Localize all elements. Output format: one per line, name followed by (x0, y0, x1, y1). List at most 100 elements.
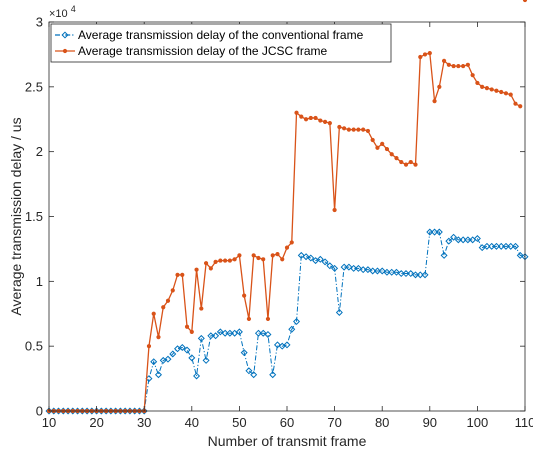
data-point (169, 350, 177, 358)
data-point (303, 117, 309, 122)
data-point (265, 316, 271, 322)
data-point (354, 264, 362, 272)
data-point (199, 306, 204, 311)
legend-label: Average transmission delay of the JCSC f… (78, 44, 328, 58)
data-point (502, 242, 510, 250)
data-point (456, 63, 461, 69)
x-tick-label: 30 (137, 415, 151, 430)
data-point (342, 126, 347, 131)
data-point (383, 268, 391, 276)
data-point (473, 235, 481, 243)
axes-box (48, 21, 526, 412)
data-point (416, 271, 424, 279)
data-point (364, 266, 372, 274)
data-point (197, 334, 205, 342)
data-point (408, 159, 413, 165)
data-point (511, 242, 519, 250)
y-tick-label: 3 (36, 15, 43, 30)
data-point (461, 63, 466, 69)
data-point (345, 263, 353, 271)
data-point (418, 54, 423, 60)
x-tick-label: 100 (467, 415, 489, 430)
data-point (269, 371, 277, 379)
data-point (202, 356, 210, 364)
legend-box (50, 23, 392, 63)
series-line (49, 231, 526, 412)
data-point (445, 237, 453, 245)
data-point (275, 252, 280, 257)
data-point (322, 119, 328, 124)
data-point (193, 372, 201, 380)
data-point (497, 242, 505, 250)
x-tick-label: 40 (185, 415, 199, 430)
y-axis-multiplier-base: ×10 (49, 8, 68, 20)
data-point (412, 271, 420, 279)
data-point (331, 264, 339, 272)
data-point (165, 298, 171, 303)
data-point (340, 263, 348, 271)
data-point (427, 51, 432, 56)
data-point (392, 268, 400, 276)
data-point (212, 332, 220, 340)
data-point (508, 92, 513, 97)
data-point (316, 255, 324, 263)
data-point (284, 245, 290, 250)
legend-entry: Average transmission delay of the conven… (55, 28, 364, 42)
data-point (483, 242, 491, 250)
data-point (161, 305, 166, 310)
data-point (359, 266, 367, 274)
data-point (431, 228, 439, 236)
data-point (223, 258, 228, 263)
data-point (402, 270, 410, 278)
data-point (489, 87, 494, 92)
data-point (332, 207, 337, 213)
data-point (184, 324, 190, 329)
data-point (293, 318, 301, 326)
data-point (261, 257, 266, 262)
y-axis-multiplier-exponent: 4 (71, 4, 76, 14)
data-point (318, 118, 323, 123)
data-point (356, 127, 361, 132)
data-point (245, 367, 253, 375)
data-point (280, 257, 285, 262)
x-tick-label: 80 (375, 415, 389, 430)
legend-label: Average transmission delay of the conven… (78, 28, 364, 42)
data-point (288, 325, 296, 333)
data-point (351, 127, 356, 132)
x-tick-label: 110 (515, 415, 533, 430)
x-tick-label: 10 (42, 415, 56, 430)
x-tick-label: 90 (423, 415, 437, 430)
data-point (237, 253, 242, 258)
data-point (273, 341, 281, 349)
data-point (213, 259, 218, 264)
data-point (150, 358, 158, 366)
data-point (246, 316, 252, 322)
data-point (242, 293, 247, 298)
x-tick-label: 50 (232, 415, 246, 430)
data-point (475, 80, 480, 86)
data-point (407, 270, 415, 278)
data-point (256, 255, 261, 261)
y-axis-title: Average transmission delay / us (8, 117, 24, 315)
data-point (437, 84, 442, 89)
data-point (389, 152, 394, 157)
data-point (283, 341, 291, 349)
data-point (516, 251, 524, 259)
data-point (518, 104, 523, 109)
data-point (413, 162, 418, 167)
series-0 (45, 228, 529, 415)
data-point (250, 371, 258, 379)
data-point (326, 262, 334, 270)
y-tick-label: 2 (36, 144, 43, 159)
data-point (346, 127, 351, 132)
data-point (422, 52, 428, 57)
data-point (446, 62, 451, 67)
y-tick-label: 2.5 (25, 79, 43, 94)
y-tick-label: 1 (36, 274, 43, 289)
data-point (488, 242, 496, 250)
data-point (399, 159, 404, 165)
data-point (221, 329, 229, 337)
x-tick-label: 20 (89, 415, 103, 430)
y-tick-label: 0.5 (25, 339, 43, 354)
